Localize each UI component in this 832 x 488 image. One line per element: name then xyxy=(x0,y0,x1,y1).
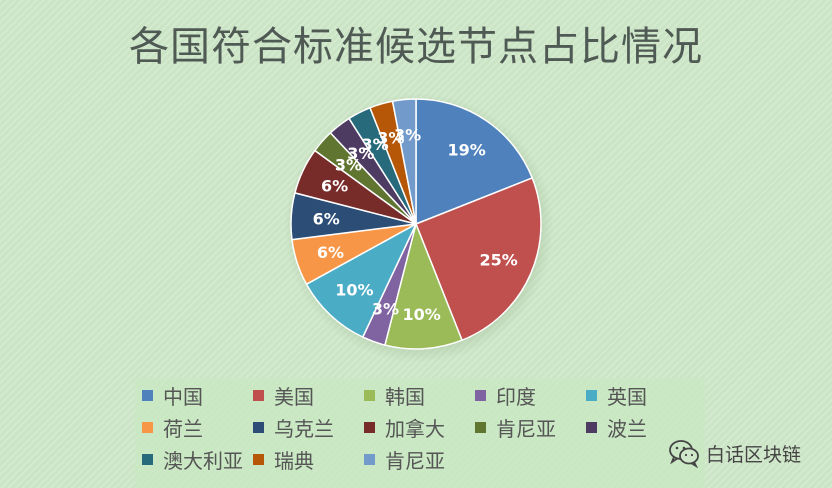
legend-item: 加拿大 xyxy=(364,415,445,441)
legend-swatch xyxy=(253,389,264,401)
data-label: 3% xyxy=(335,155,362,174)
data-label: 3% xyxy=(377,129,404,148)
legend-swatch xyxy=(142,421,153,433)
legend-label: 荷兰 xyxy=(163,416,203,441)
legend-label: 澳大利亚 xyxy=(163,448,243,473)
legend-swatch xyxy=(364,421,375,433)
data-label: 10% xyxy=(335,281,373,300)
data-label: 6% xyxy=(313,209,340,228)
legend-item: 乌克兰 xyxy=(253,415,334,441)
legend-item: 英国 xyxy=(586,383,647,409)
pie-slice xyxy=(415,98,534,226)
wechat-icon xyxy=(669,440,699,468)
data-label: 6% xyxy=(321,177,348,196)
pie-slice xyxy=(415,177,542,342)
legend-label: 加拿大 xyxy=(385,416,445,441)
legend-swatch xyxy=(364,453,375,465)
legend-swatch xyxy=(475,389,486,401)
legend-swatch xyxy=(253,453,264,465)
legend: 中国 美国 韩国 印度 英国 荷兰 乌克兰 加拿大 肯尼亚 波兰 澳大利亚 瑞典 肯尼亚 xyxy=(135,378,705,488)
legend-item: 中国 xyxy=(142,383,203,409)
legend-label: 中国 xyxy=(163,384,203,409)
legend-label: 美国 xyxy=(274,384,314,409)
legend-label: 乌克兰 xyxy=(274,416,334,441)
watermark-text: 白话区块链 xyxy=(706,443,802,466)
legend-label: 瑞典 xyxy=(274,448,314,473)
legend-item: 肯尼亚 xyxy=(475,415,556,441)
legend-label: 英国 xyxy=(607,384,647,409)
legend-item: 波兰 xyxy=(586,415,647,441)
legend-swatch xyxy=(586,421,597,433)
data-label: 10% xyxy=(403,305,441,324)
pie-slice xyxy=(305,222,418,339)
data-label: 3% xyxy=(347,144,374,163)
watermark: 白话区块链 xyxy=(668,438,801,468)
legend-item: 澳大利亚 xyxy=(142,447,243,473)
legend-label: 韩国 xyxy=(385,384,425,409)
chart-title: 各国符合标准候选节点占比情况 xyxy=(129,24,703,70)
legend-label: 肯尼亚 xyxy=(496,416,556,441)
legend-swatch xyxy=(142,389,153,401)
legend-swatch xyxy=(142,453,153,465)
legend-item: 韩国 xyxy=(364,383,425,409)
legend-swatch xyxy=(253,421,264,433)
data-label: 19% xyxy=(447,141,485,160)
data-label: 3% xyxy=(372,300,399,319)
legend-item: 肯尼亚 xyxy=(364,447,445,473)
legend-label: 肯尼亚 xyxy=(385,448,445,473)
legend-swatch xyxy=(586,389,597,401)
legend-swatch xyxy=(364,389,375,401)
legend-item: 瑞典 xyxy=(253,447,314,473)
data-label: 3% xyxy=(362,135,389,154)
legend-item: 美国 xyxy=(253,383,314,409)
legend-label: 印度 xyxy=(496,384,536,409)
data-label: 6% xyxy=(317,243,344,262)
legend-label: 波兰 xyxy=(607,416,647,441)
pie-slice xyxy=(384,221,463,350)
data-label: 3% xyxy=(394,125,421,144)
pie-slice xyxy=(391,98,417,225)
legend-item: 印度 xyxy=(475,383,536,409)
legend-item: 荷兰 xyxy=(142,415,203,441)
legend-swatch xyxy=(475,421,486,433)
data-label: 25% xyxy=(479,251,517,270)
